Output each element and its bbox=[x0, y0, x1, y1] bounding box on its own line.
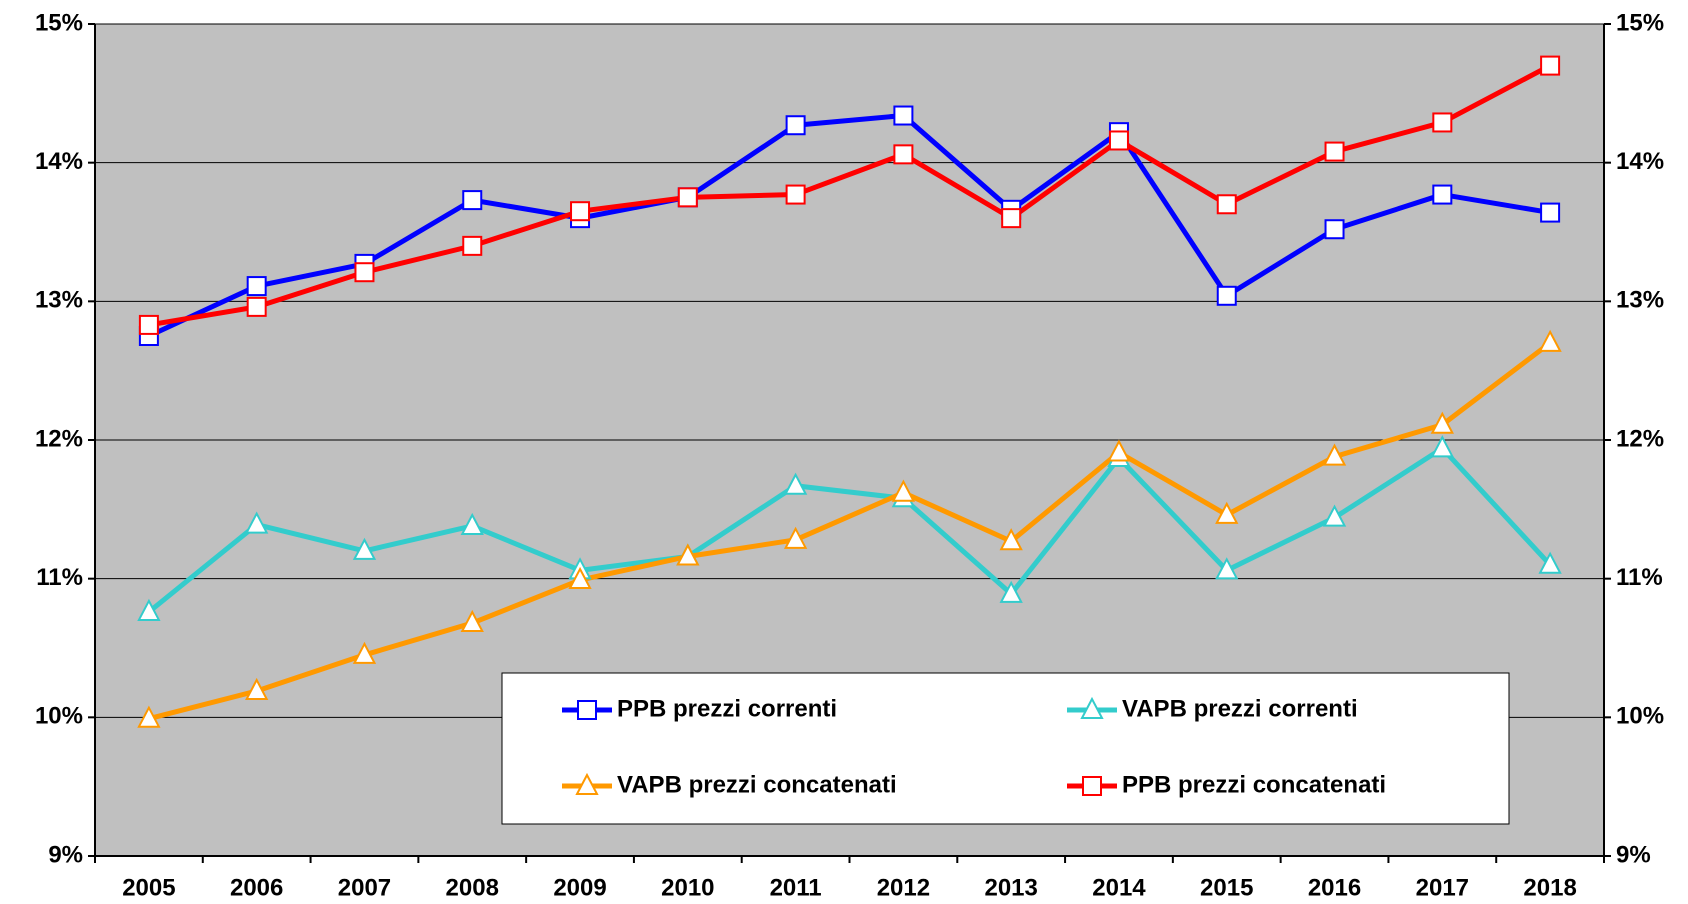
data-point bbox=[137, 705, 161, 728]
data-point bbox=[246, 296, 267, 317]
data-point bbox=[891, 479, 916, 502]
y2-tick-label: 11% bbox=[1616, 564, 1663, 591]
data-point bbox=[1216, 194, 1237, 215]
data-point bbox=[1430, 411, 1454, 434]
x-tick-label: 2009 bbox=[553, 874, 606, 901]
data-point bbox=[785, 184, 806, 205]
data-point bbox=[570, 201, 591, 222]
y-tick-label: 9% bbox=[48, 841, 83, 868]
data-point bbox=[1001, 208, 1022, 229]
data-point bbox=[783, 472, 808, 495]
data-point bbox=[460, 512, 484, 535]
data-point bbox=[354, 262, 375, 283]
data-point bbox=[1430, 435, 1454, 458]
data-point bbox=[1538, 329, 1562, 352]
y-tick-label: 15% bbox=[35, 9, 83, 36]
data-point bbox=[783, 526, 808, 549]
data-point bbox=[138, 314, 159, 335]
y2-tick-label: 15% bbox=[1616, 9, 1664, 36]
legend-marker bbox=[1080, 696, 1104, 719]
legend-label: PPB prezzi concatenati bbox=[1122, 771, 1386, 798]
data-point bbox=[460, 609, 484, 633]
data-point bbox=[1107, 439, 1131, 462]
legend-label: VAPB prezzi concatenati bbox=[617, 771, 897, 798]
y-tick-label: 12% bbox=[35, 425, 83, 452]
data-point bbox=[137, 598, 161, 621]
y2-tick-label: 9% bbox=[1616, 841, 1651, 868]
y-tick-label: 14% bbox=[35, 148, 83, 175]
y2-tick-label: 10% bbox=[1616, 703, 1664, 730]
data-point bbox=[1432, 112, 1453, 133]
x-tick-label: 2006 bbox=[230, 874, 283, 901]
x-tick-label: 2005 bbox=[122, 874, 175, 901]
y2-tick-label: 13% bbox=[1616, 287, 1664, 314]
data-point bbox=[1322, 443, 1347, 466]
x-tick-label: 2013 bbox=[984, 874, 1037, 901]
y2-tick-label: 12% bbox=[1616, 425, 1664, 452]
series-line bbox=[148, 63, 1552, 328]
x-tick-label: 2017 bbox=[1416, 874, 1469, 901]
x-tick-label: 2015 bbox=[1200, 874, 1253, 901]
x-tick-label: 2011 bbox=[770, 874, 822, 901]
data-point bbox=[893, 144, 914, 165]
data-point bbox=[1108, 130, 1129, 151]
x-tick-label: 2014 bbox=[1092, 874, 1146, 901]
data-point bbox=[893, 105, 914, 126]
data-point bbox=[999, 528, 1023, 551]
data-point bbox=[677, 187, 698, 208]
legend-label: VAPB prezzi correnti bbox=[1122, 695, 1358, 722]
series-line bbox=[148, 340, 1552, 722]
data-point bbox=[245, 511, 269, 534]
data-point bbox=[1324, 219, 1345, 240]
x-tick-label: 2012 bbox=[877, 874, 930, 901]
x-tick-label: 2007 bbox=[338, 874, 391, 901]
data-point bbox=[568, 566, 592, 590]
y-tick-label: 11% bbox=[36, 564, 83, 591]
legend-marker bbox=[577, 700, 597, 720]
legend-marker bbox=[1082, 776, 1102, 796]
data-point bbox=[352, 537, 377, 560]
data-point bbox=[246, 276, 267, 297]
legend-marker bbox=[575, 772, 599, 795]
data-point bbox=[1216, 285, 1237, 306]
data-point bbox=[676, 543, 700, 566]
series-line bbox=[147, 445, 1552, 614]
x-tick-label: 2008 bbox=[446, 874, 499, 901]
x-tick-label: 2016 bbox=[1308, 874, 1361, 901]
series-line bbox=[147, 113, 1551, 339]
data-point bbox=[999, 580, 1023, 603]
data-point bbox=[1540, 55, 1561, 76]
data-point bbox=[245, 677, 269, 700]
data-point bbox=[1432, 184, 1453, 205]
x-tick-label: 2018 bbox=[1523, 874, 1576, 901]
legend bbox=[501, 672, 1510, 825]
y-tick-label: 13% bbox=[35, 287, 83, 314]
data-point bbox=[1322, 504, 1347, 527]
data-point bbox=[1540, 202, 1561, 223]
data-point bbox=[352, 641, 377, 664]
x-tick-label: 2010 bbox=[661, 874, 714, 901]
y2-tick-label: 14% bbox=[1616, 148, 1664, 175]
y-tick-label: 10% bbox=[35, 703, 83, 730]
data-point bbox=[1215, 557, 1239, 580]
data-point bbox=[1324, 141, 1345, 162]
data-point bbox=[785, 115, 806, 136]
data-point bbox=[462, 190, 483, 211]
data-point bbox=[462, 235, 483, 256]
legend-label: PPB prezzi correnti bbox=[617, 695, 837, 722]
data-point bbox=[1538, 551, 1562, 574]
data-point bbox=[1215, 501, 1239, 524]
